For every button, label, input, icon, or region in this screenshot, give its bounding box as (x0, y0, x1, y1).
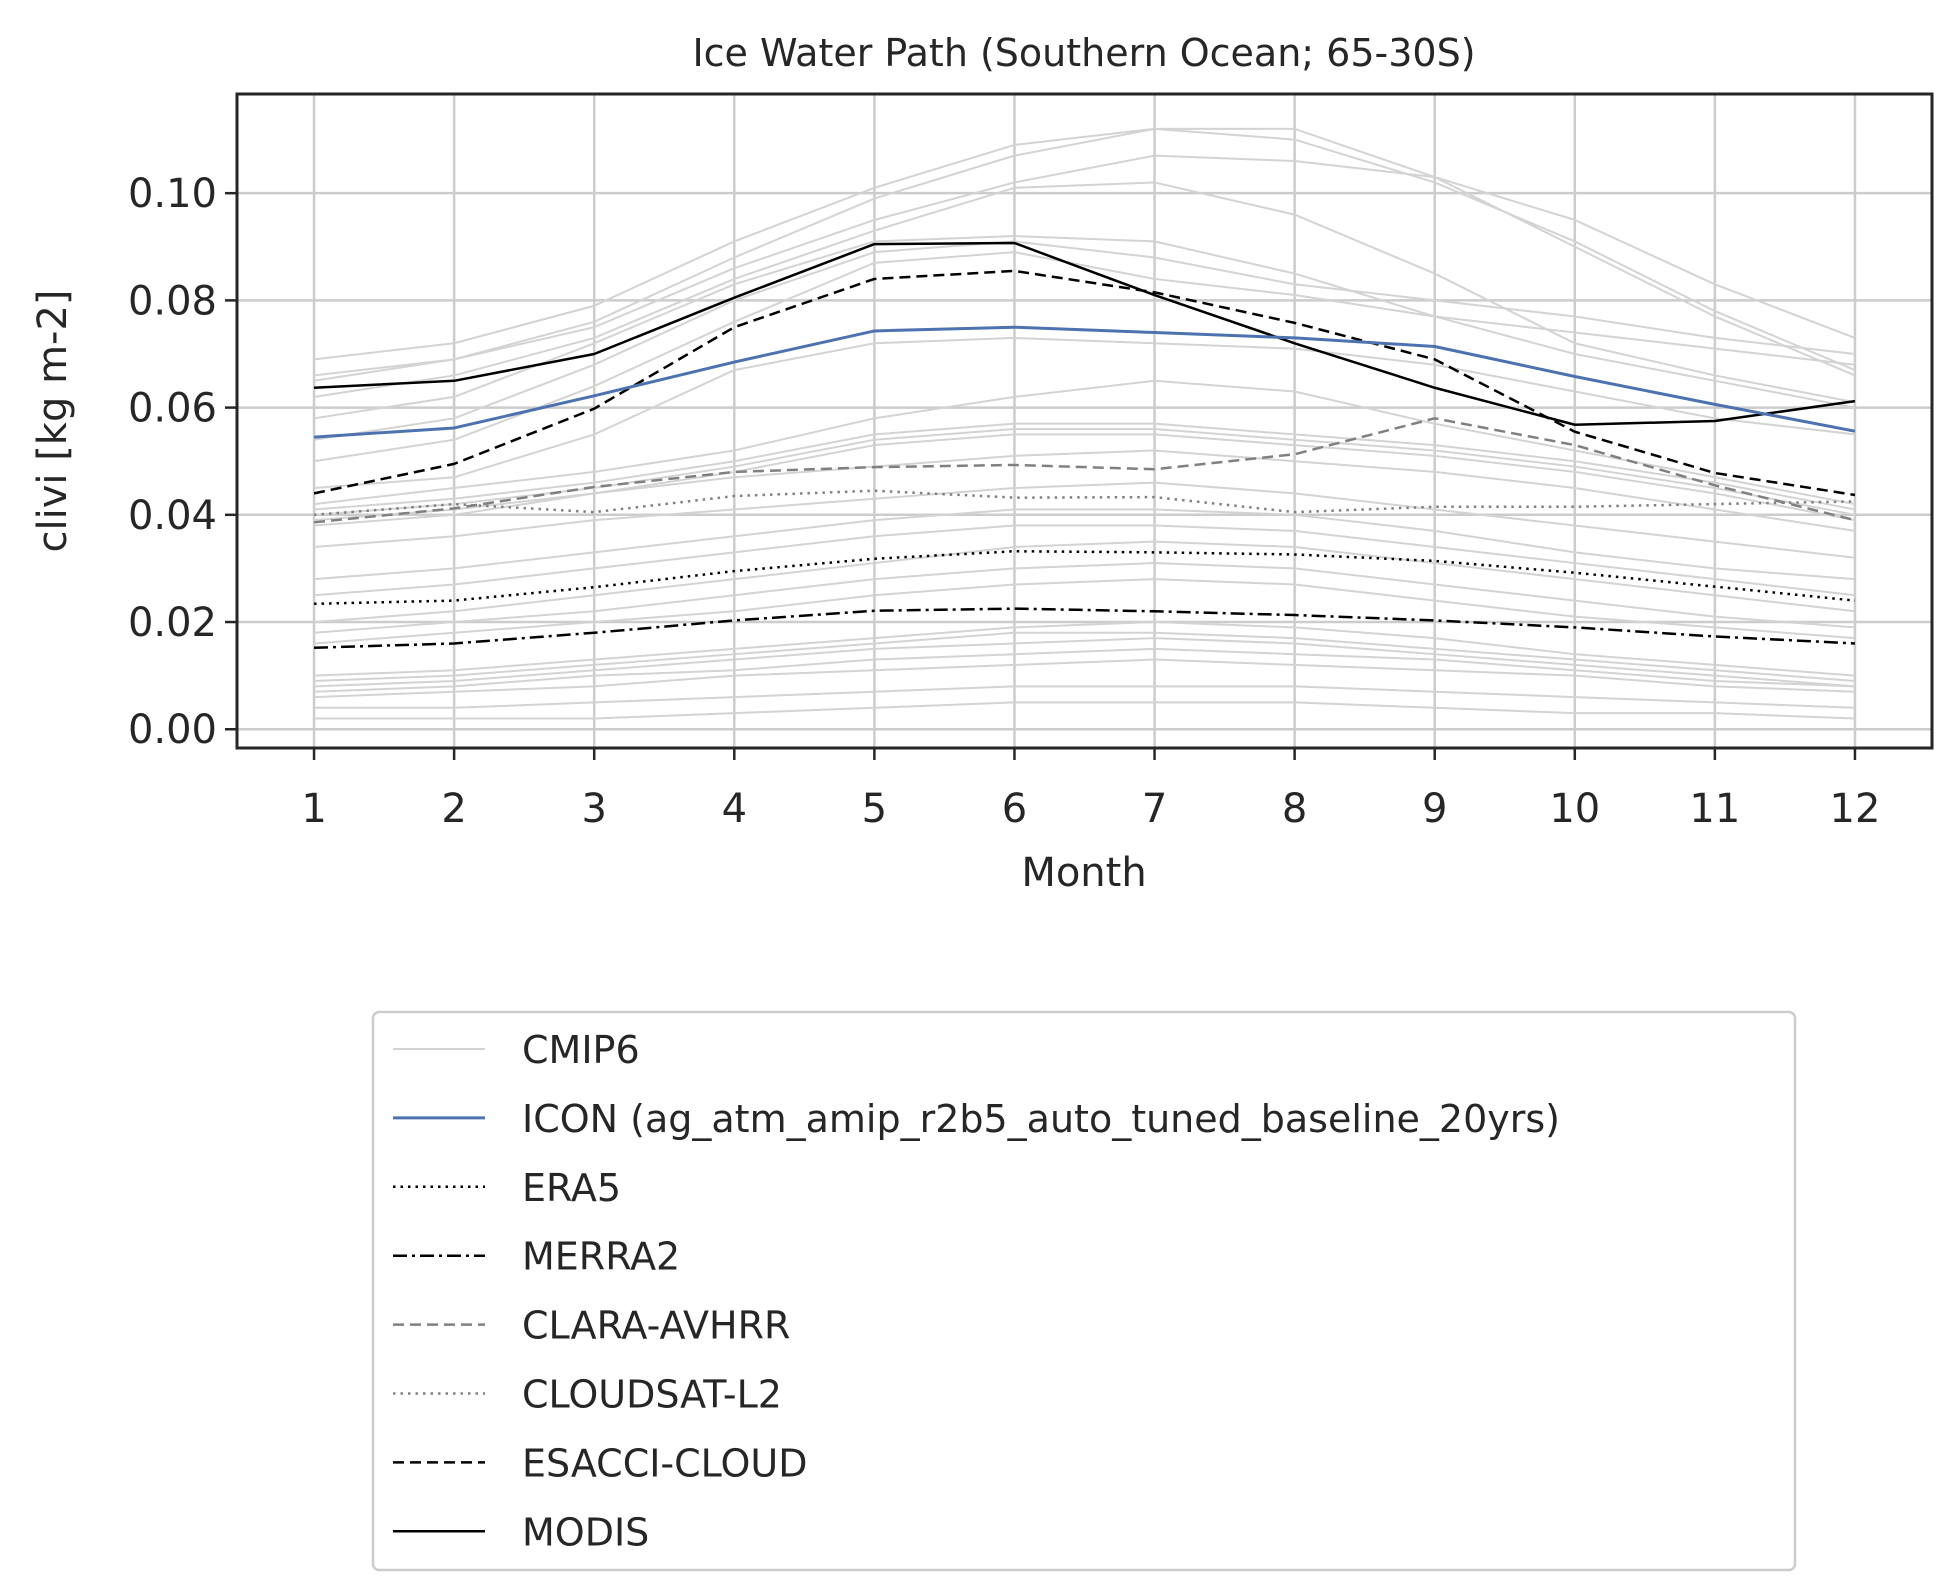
legend-items: CMIP6 ICON (ag_atm_amip_r2b5_auto_tuned_b… (393, 1028, 1560, 1554)
y-tick-label: 0.06 (128, 386, 217, 432)
cmip6-member-line (313, 449, 1856, 532)
series-line (313, 489, 1855, 517)
legend-label: CLOUDSAT-L2 (522, 1373, 782, 1417)
x-axis-label: Month (1021, 850, 1146, 896)
x-tick-label: 11 (1689, 786, 1740, 832)
legend-label: CLARA-AVHRR (522, 1304, 790, 1348)
cmip6-member-line (313, 251, 1856, 463)
cmip6-member-line (313, 127, 1856, 361)
y-tick-label: 0.02 (128, 600, 217, 646)
cmip6-member-line (313, 336, 1856, 490)
x-tick-label: 10 (1549, 786, 1600, 832)
cmip6-member-line (313, 422, 1856, 511)
plot-frame (235, 92, 1934, 750)
x-tick-label: 2 (441, 786, 466, 832)
cmip6-member-line (314, 647, 1855, 693)
x-tick-label: 6 (1002, 786, 1027, 832)
cmip6-member-line (314, 658, 1855, 699)
cmip6-member-line (313, 481, 1856, 559)
cmip6-member-line (313, 235, 1856, 420)
y-axis-ticks: 0.00 0.02 0.04 0.06 0.08 0.10 (128, 171, 237, 753)
series-line (313, 417, 1856, 524)
legend-frame (371, 1010, 1797, 1572)
cmip6-member-line (313, 240, 1856, 441)
cmip6-member-line (314, 631, 1856, 682)
y-tick-label: 0.04 (128, 493, 217, 539)
series-line (313, 241, 1856, 427)
cmip6-member-line (313, 540, 1856, 624)
x-tick-label: 4 (722, 786, 747, 832)
x-tick-label: 8 (1282, 786, 1307, 832)
legend-label: ESACCI-CLOUD (522, 1441, 807, 1485)
legend-label: CMIP6 (522, 1028, 640, 1072)
cmip6-member-line (313, 181, 1856, 404)
legend-label: ICON (ag_atm_amip_r2b5_auto_tuned_baseli… (522, 1097, 1560, 1141)
x-tick-label: 12 (1830, 786, 1881, 832)
y-tick-label: 0.00 (128, 707, 217, 753)
legend: CMIP6 ICON (ag_atm_amip_r2b5_auto_tuned_b… (371, 1010, 1797, 1572)
cmip6-member-line (313, 524, 1856, 597)
cmip6-member-line (314, 685, 1855, 709)
cmip6-member-line (313, 508, 1856, 581)
series-line (313, 325, 1856, 439)
y-axis-label: clivi [kg m-2] (30, 289, 76, 552)
cmip6-member-line (313, 127, 1856, 377)
highlighted-series-lines (313, 241, 1856, 650)
x-tick-label: 3 (581, 786, 606, 832)
cmip6-member-line (314, 701, 1855, 720)
y-tick-label: 0.10 (128, 171, 217, 217)
y-tick-label: 0.08 (128, 278, 217, 324)
x-tick-label: 7 (1142, 786, 1167, 832)
cmip6-member-line (314, 637, 1856, 688)
x-tick-label: 5 (862, 786, 887, 832)
x-tick-label: 1 (301, 786, 326, 832)
series-line (314, 550, 1856, 606)
legend-label: MODIS (522, 1510, 649, 1554)
cmip6-member-line (313, 379, 1856, 506)
x-axis-ticks: 1 2 3 4 5 6 7 8 9 10 11 12 (301, 748, 1880, 832)
chart-title: Ice Water Path (Southern Ocean; 65-30S) (692, 31, 1475, 75)
legend-label: MERRA2 (522, 1235, 680, 1279)
cmip6-member-line (313, 562, 1856, 634)
cmip6-member-line (313, 154, 1856, 382)
cmip6-member-lines (313, 127, 1856, 720)
legend-label: ERA5 (522, 1166, 621, 1210)
cmip6-member-line (313, 578, 1856, 645)
x-tick-label: 9 (1422, 786, 1447, 832)
cmip6-member-line (314, 621, 1856, 677)
